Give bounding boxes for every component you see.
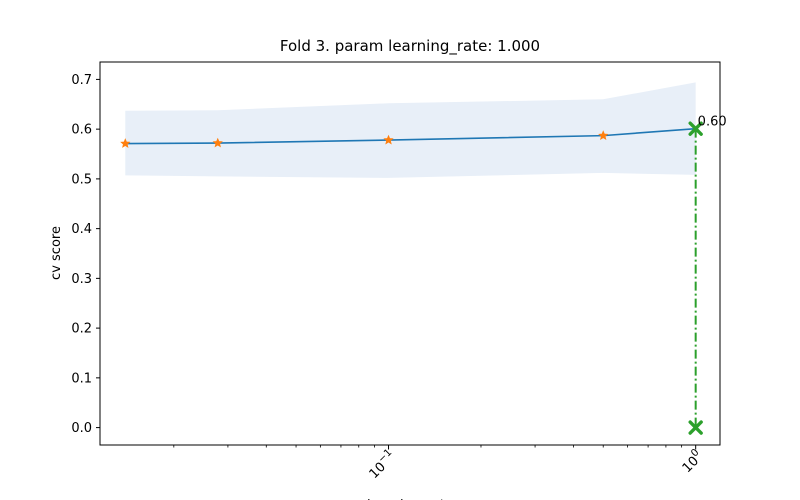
y-tick-label: 0.4 [71, 222, 92, 237]
best-marker-stroke [688, 121, 703, 136]
score-marker [383, 134, 394, 145]
best-value-label: 0.60 [698, 115, 727, 130]
axes-frame [99, 61, 721, 446]
score-marker [212, 137, 223, 148]
best-marker-stroke [688, 420, 703, 435]
score-marker [598, 130, 609, 140]
y-tick-label: 0.7 [71, 73, 92, 88]
plot-area: 0.60 [120, 82, 727, 435]
y-tick-label: 0.6 [71, 123, 92, 138]
score-markers [120, 130, 609, 148]
confidence-band [125, 82, 696, 178]
y-tick-label: 0.0 [71, 421, 92, 436]
x-axis-label: learning_rate [367, 498, 453, 500]
best-marker-top [688, 121, 703, 136]
chart-title: Fold 3. param learning_rate: 1.000 [280, 37, 540, 56]
y-tick-label: 0.2 [71, 322, 92, 337]
score-marker [120, 138, 131, 148]
best-marker-bottom [688, 420, 703, 435]
y-tick-label: 0.3 [71, 272, 92, 287]
y-tick-label: 0.1 [71, 371, 92, 386]
y-axis: 0.0 0.1 0.2 0.3 0.4 0.5 0.6 0.7 [71, 73, 100, 436]
y-tick-label: 0.5 [71, 172, 92, 187]
y-axis-label: cv score [49, 226, 64, 280]
